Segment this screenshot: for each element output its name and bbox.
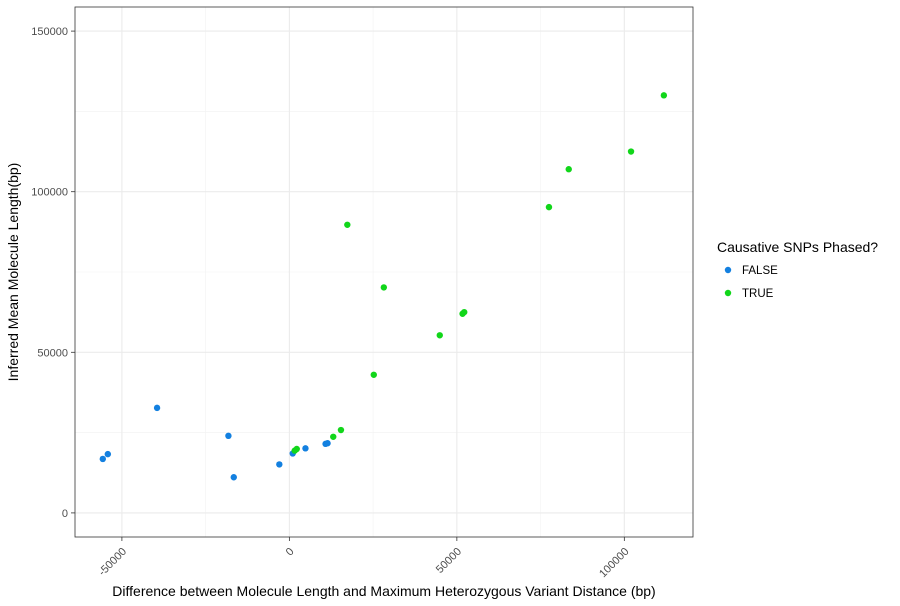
y-tick-label: 150000 xyxy=(31,26,68,38)
legend-key-true xyxy=(724,289,732,297)
point-true xyxy=(545,203,553,211)
x-tick-label: 0 xyxy=(284,546,297,559)
x-tick-label: -50000 xyxy=(96,546,129,579)
point-false xyxy=(324,440,331,447)
point-false xyxy=(230,474,237,481)
y-axis-title: Inferred Mean Molecule Length(bp) xyxy=(5,163,21,382)
y-tick-label: 50000 xyxy=(37,347,68,359)
legend-title: Causative SNPs Phased? xyxy=(717,239,878,255)
legend-label-true: TRUE xyxy=(742,288,774,300)
point-true xyxy=(461,308,468,316)
x-axis-title: Difference between Molecule Length and M… xyxy=(112,583,655,599)
panel-border xyxy=(74,6,694,538)
point-true xyxy=(660,92,668,99)
data-points xyxy=(99,92,668,481)
point-true xyxy=(627,148,635,155)
point-true xyxy=(293,445,300,453)
point-false xyxy=(99,455,107,463)
legend-key-false xyxy=(724,266,732,274)
point-false xyxy=(302,445,309,452)
x-tick-label: 50000 xyxy=(434,546,464,576)
legend: Causative SNPs Phased? FALSE TRUE xyxy=(717,239,878,300)
y-tick-label: 0 xyxy=(62,508,68,520)
point-true xyxy=(565,166,572,173)
point-true xyxy=(370,371,377,378)
x-tick-label: 100000 xyxy=(597,546,631,580)
point-true xyxy=(330,433,337,440)
y-tick-label: 100000 xyxy=(31,187,68,199)
point-true xyxy=(344,221,351,228)
point-false xyxy=(276,461,283,468)
point-false xyxy=(225,432,232,440)
point-true xyxy=(380,284,388,291)
grid xyxy=(75,7,693,537)
point-true xyxy=(436,332,443,339)
point-false xyxy=(153,404,161,412)
point-false xyxy=(104,450,112,458)
legend-label-false: FALSE xyxy=(742,265,778,277)
point-true xyxy=(337,426,345,434)
